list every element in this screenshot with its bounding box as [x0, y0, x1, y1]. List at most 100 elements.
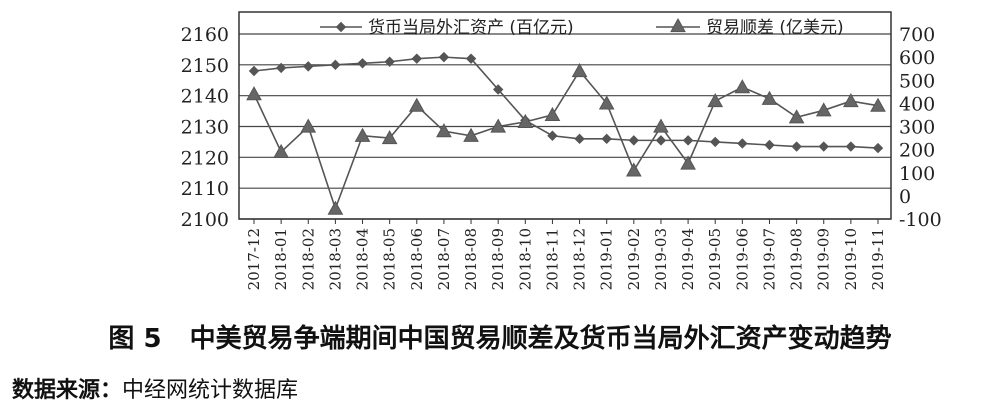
data-point: [465, 53, 477, 64]
data-point: [625, 162, 642, 177]
data-point: [628, 135, 640, 146]
x-tick-label: 2019-04: [679, 228, 697, 290]
data-point: [384, 56, 395, 67]
series-layer: [246, 51, 886, 215]
data-point: [682, 135, 694, 146]
series-1: [248, 51, 884, 154]
data-point: [764, 139, 775, 151]
source-label: 数据来源：: [12, 378, 123, 403]
chart: 2100 2110 2120 2130 2140 2150 2160 -1000100200…: [181, 11, 942, 290]
data-point: [680, 155, 696, 170]
y-axis-left: 2100 2110 2120 2130 2140 2150 2160: [181, 24, 229, 231]
data-point: [354, 127, 371, 142]
y-right-tick-label: 0: [899, 186, 911, 208]
x-tick-label: 2019-11: [869, 228, 887, 290]
data-point: [843, 93, 859, 108]
data-point: [818, 141, 829, 152]
figure-caption: 图 5 中美贸易争端期间中国贸易顺差及货币当局外汇资产变动趋势: [0, 318, 1000, 355]
data-point: [653, 118, 669, 133]
figure-number: 图 5: [108, 324, 162, 354]
data-point: [547, 130, 558, 141]
data-point: [707, 93, 724, 108]
legend-label-2: 贸易顺差 (亿美元): [706, 18, 844, 38]
y-left-tick-label: 2150: [181, 55, 229, 77]
y-left-tick-label: 2120: [181, 147, 229, 169]
data-point: [275, 62, 287, 74]
y-right-tick-label: 400: [899, 93, 935, 115]
data-point: [438, 51, 450, 63]
data-point: [655, 135, 667, 146]
data-point: [303, 61, 314, 72]
series-line: [253, 56, 879, 149]
y-right-tick-label: 500: [899, 70, 935, 92]
x-tick-label: 2018-07: [435, 228, 453, 290]
x-tick-label: 2018-06: [408, 228, 426, 290]
data-point: [248, 65, 260, 77]
y-right-tick-label: 600: [899, 47, 935, 69]
x-tick-label: 2018-01: [272, 228, 290, 290]
data-point: [357, 58, 368, 69]
legend-marker-1: [335, 21, 347, 33]
data-point: [574, 133, 585, 145]
x-tick-label: 2018-05: [381, 228, 399, 290]
data-point: [761, 90, 778, 105]
x-tick-label: 2019-10: [842, 228, 860, 290]
x-tick-label: 2019-05: [706, 228, 724, 290]
data-point: [492, 84, 504, 95]
data-point: [544, 106, 561, 122]
legend: 货币当局外汇资产 (百亿元) 贸易顺差 (亿美元): [320, 17, 844, 38]
x-tick-label: 2018-09: [489, 228, 507, 290]
data-point: [436, 123, 452, 138]
data-point: [463, 127, 479, 142]
series-2: [246, 62, 886, 215]
y-left-tick-label: 2100: [181, 209, 229, 231]
data-point: [788, 109, 805, 124]
y-right-tick-label: 300: [899, 117, 935, 139]
x-axis: 2017-12 2018-01 2018-02 2018-03 2018-04 2018-…: [245, 219, 887, 290]
data-point: [710, 136, 721, 148]
figure-title: 中美贸易争端期间中国贸易顺差及货币当局外汇资产变动趋势: [189, 324, 892, 354]
data-point: [870, 97, 886, 112]
x-tick-label: 2018-11: [543, 228, 561, 290]
data-point: [737, 138, 748, 149]
data-point: [517, 113, 534, 128]
x-tick-label: 2019-06: [733, 228, 751, 290]
x-tick-label: 2019-02: [625, 228, 643, 290]
x-tick-label: 2019-01: [598, 228, 616, 290]
data-point: [411, 53, 422, 64]
y-right-tick-label: 100: [899, 163, 935, 185]
data-point: [598, 95, 615, 110]
x-tick-label: 2019-09: [815, 228, 833, 290]
data-point: [571, 62, 588, 78]
y-left-tick-label: 2130: [181, 117, 229, 139]
data-point: [845, 141, 857, 152]
data-source: 数据来源：中经网统计数据库: [12, 372, 298, 404]
legend-label-1: 货币当局外汇资产 (百亿元): [368, 18, 574, 38]
x-tick-label: 2017-12: [245, 228, 263, 290]
x-tick-label: 2018-08: [462, 228, 480, 290]
x-tick-label: 2018-02: [299, 228, 317, 290]
data-point: [734, 79, 751, 94]
data-point: [490, 118, 507, 133]
x-tick-label: 2018-10: [516, 228, 534, 290]
data-point: [408, 97, 425, 112]
y-right-tick-label: -100: [899, 209, 942, 231]
data-point: [791, 141, 802, 152]
y-left-tick-label: 2140: [181, 86, 229, 108]
data-point: [330, 59, 341, 71]
x-tick-label: 2019-07: [760, 228, 778, 290]
data-point: [273, 143, 289, 159]
y-left-tick-label: 2160: [181, 24, 229, 46]
data-point: [300, 118, 317, 133]
x-tick-label: 2018-12: [571, 228, 589, 290]
y-right-tick-label: 700: [899, 24, 935, 46]
x-tick-label: 2019-03: [652, 228, 670, 290]
data-point: [327, 200, 344, 215]
plot-frame: [238, 11, 892, 220]
data-point: [246, 86, 262, 101]
data-point: [872, 142, 884, 154]
x-tick-label: 2019-08: [788, 228, 806, 290]
data-point: [601, 133, 612, 145]
legend-marker-2: [670, 17, 686, 33]
